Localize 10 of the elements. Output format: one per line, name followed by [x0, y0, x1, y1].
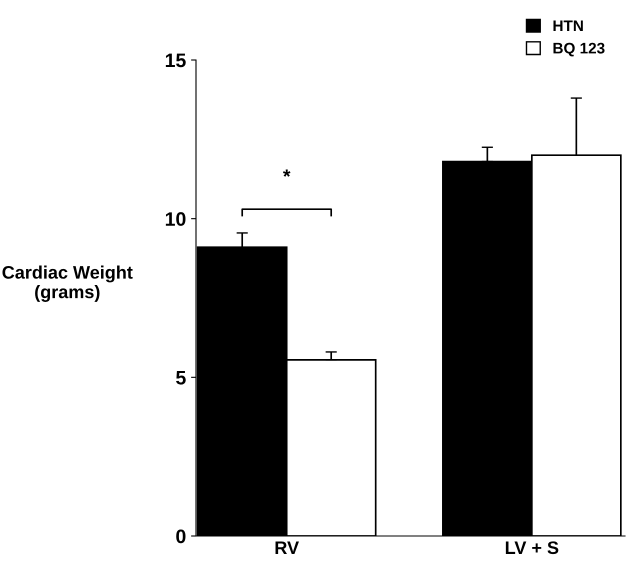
y-tick-label: 15: [166, 54, 186, 68]
y-tick-label: 5: [176, 371, 186, 385]
y-axis-title: Cardiac Weight (grams): [2, 266, 133, 302]
legend-label: BQ 123: [553, 42, 605, 56]
x-tick-label: LV + S: [506, 541, 558, 554]
y-tick-label: 10: [166, 212, 186, 226]
y-tick-label: 0: [176, 529, 186, 544]
annotation: *: [282, 170, 290, 177]
legend-label: HTN: [553, 20, 583, 32]
x-tick-label: RV: [276, 542, 299, 554]
